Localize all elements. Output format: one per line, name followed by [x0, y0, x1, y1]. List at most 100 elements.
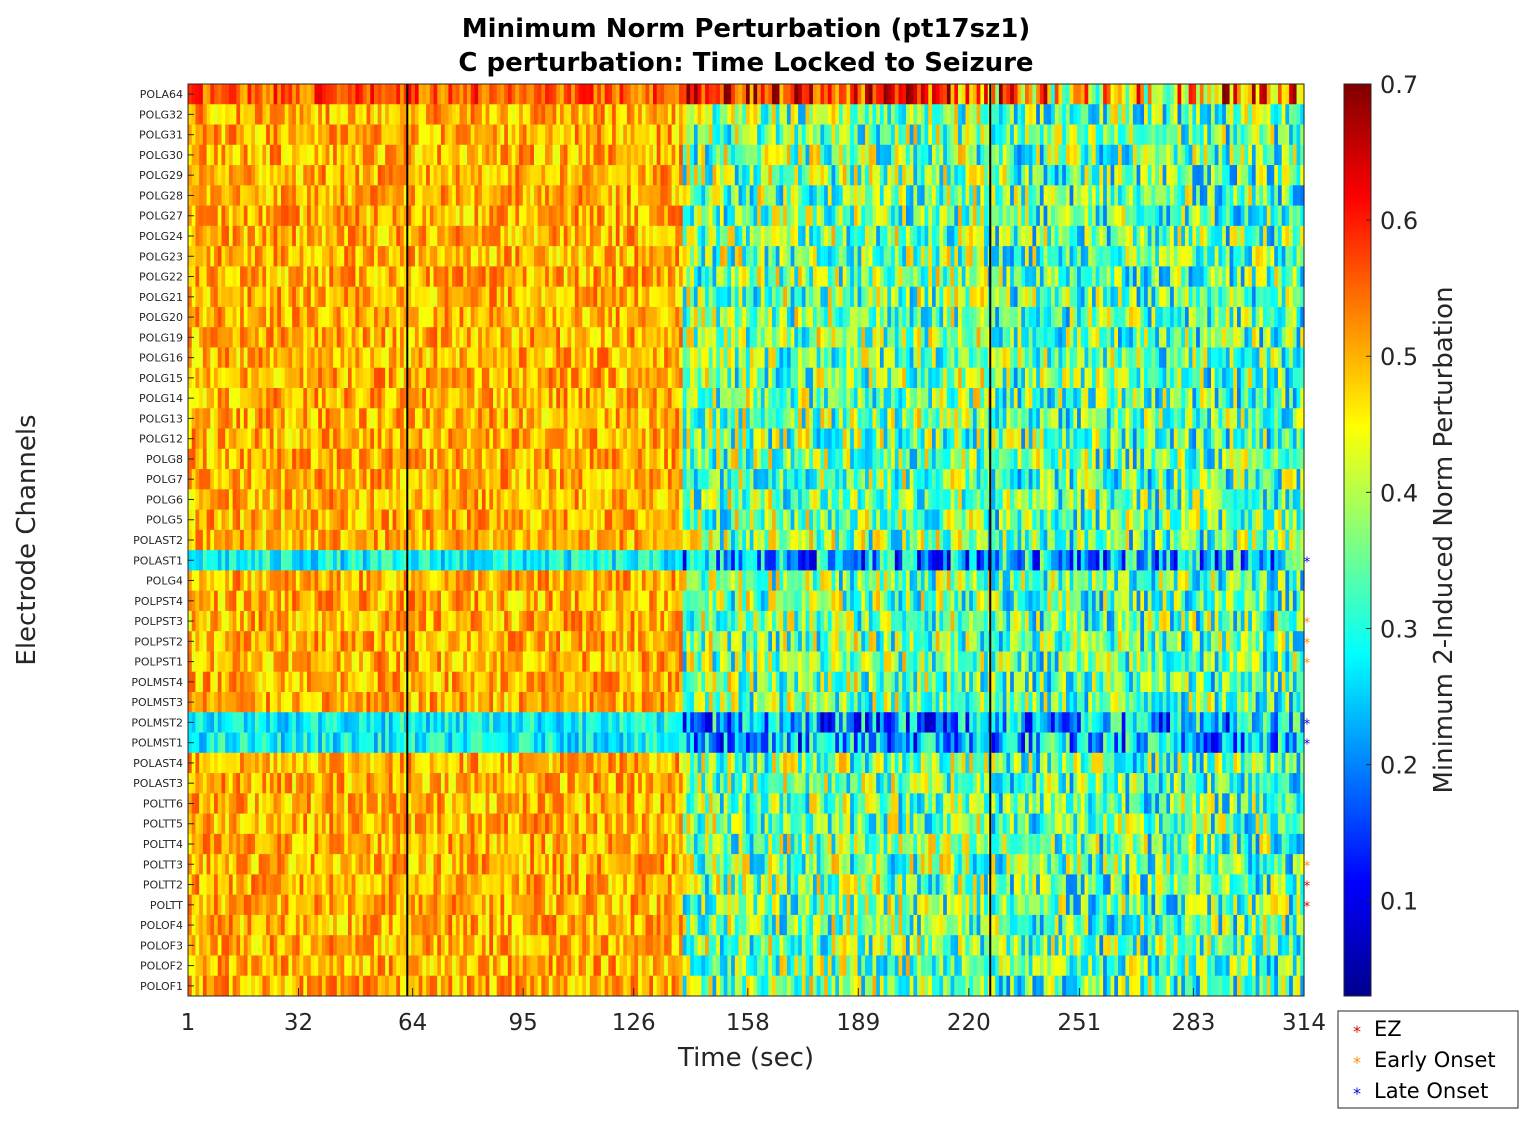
heatmap-cell [1233, 327, 1238, 348]
heatmap-cell [217, 165, 223, 186]
heatmap-cell [835, 185, 840, 207]
heatmap-cell [969, 165, 974, 186]
heatmap-cell [697, 286, 702, 308]
heatmap-cell [853, 185, 859, 207]
heatmap-cell [478, 327, 483, 348]
heatmap-cell [760, 408, 766, 430]
heatmap-cell [292, 165, 297, 186]
heatmap-cell [753, 225, 758, 247]
heatmap-cell [522, 84, 528, 105]
heatmap-cell [1277, 225, 1283, 247]
heatmap-cell [1140, 347, 1145, 369]
heatmap-cell [608, 165, 613, 186]
heatmap-cell [433, 144, 438, 166]
heatmap-cell [905, 388, 911, 409]
heatmap-cell [1229, 266, 1234, 288]
heatmap-cell [511, 225, 516, 247]
heatmap-cell [1017, 84, 1022, 105]
heatmap-cell [195, 185, 200, 207]
heatmap-cell [686, 266, 691, 288]
heatmap-cell [1199, 124, 1205, 146]
heatmap-cell [630, 367, 635, 389]
heatmap-cell [876, 367, 881, 389]
heatmap-cell [355, 388, 360, 409]
heatmap-cell [664, 124, 669, 146]
heatmap-cell [1292, 246, 1298, 267]
heatmap-cell [775, 205, 781, 227]
heatmap-cell [225, 408, 230, 430]
heatmap-cell [1106, 246, 1112, 267]
heatmap-cell [1077, 246, 1082, 267]
heatmap-cell [645, 408, 650, 430]
heatmap-cell [321, 266, 327, 288]
heatmap-cell [708, 225, 714, 247]
heatmap-cell [801, 327, 807, 348]
heatmap-cell [600, 84, 606, 105]
heatmap-cell [768, 286, 773, 308]
heatmap-cell [258, 306, 263, 328]
chart-title-line2: C perturbation: Time Locked to Seizure [458, 48, 1033, 78]
heatmap-cell [998, 367, 1004, 389]
heatmap-cell [705, 165, 710, 186]
heatmap-cell [630, 205, 635, 227]
heatmap-cell [727, 185, 732, 207]
heatmap-cell [318, 124, 323, 146]
heatmap-cell [560, 225, 565, 247]
heatmap-cell [303, 408, 308, 430]
heatmap-row-polg19 [188, 327, 1305, 348]
heatmap-cell [1125, 124, 1130, 146]
heatmap-cell [671, 306, 676, 328]
heatmap-cell [786, 286, 792, 308]
heatmap-cell [1266, 306, 1272, 328]
heatmap-cell [742, 246, 747, 267]
heatmap-cell [1039, 225, 1045, 247]
heatmap-cell [1270, 286, 1275, 308]
heatmap-cell [630, 144, 635, 166]
heatmap-cell [574, 144, 580, 166]
heatmap-cell [1054, 327, 1060, 348]
heatmap-cell [385, 124, 390, 146]
heatmap-cell [701, 246, 706, 267]
heatmap-cell [615, 367, 621, 389]
heatmap-cell [719, 165, 725, 186]
heatmap-cell [489, 367, 494, 389]
heatmap-cell [1170, 104, 1175, 126]
heatmap-cell [775, 185, 781, 207]
heatmap-cell [805, 246, 810, 267]
heatmap-cell [478, 124, 483, 146]
heatmap-cell [746, 286, 751, 308]
heatmap-cell [972, 286, 978, 308]
heatmap-cell [426, 124, 431, 146]
heatmap-cell [530, 306, 535, 328]
heatmap-cell [340, 205, 345, 227]
heatmap-cell [433, 266, 438, 288]
heatmap-cell [426, 185, 431, 207]
heatmap-cell [902, 327, 907, 348]
heatmap-cell [764, 286, 769, 308]
heatmap-cell [1173, 306, 1179, 328]
heatmap-cell [816, 388, 821, 409]
heatmap-cell [905, 347, 911, 369]
heatmap-cell [1184, 185, 1190, 207]
heatmap-cell [998, 327, 1004, 348]
heatmap-cell [292, 225, 297, 247]
heatmap-cell [1054, 388, 1060, 409]
heatmap-cell [496, 266, 502, 288]
heatmap-cell [615, 205, 621, 227]
heatmap-cell [437, 266, 442, 288]
heatmap-cell [396, 144, 401, 166]
heatmap-cell [809, 286, 814, 308]
heatmap-cell [321, 124, 327, 146]
heatmap-cell [318, 266, 323, 288]
heatmap-cell [254, 327, 260, 348]
heatmap-cell [831, 84, 836, 105]
heatmap-cell [805, 185, 810, 207]
heatmap-cell [448, 225, 453, 247]
heatmap-cell [615, 165, 621, 186]
heatmap-cell [716, 185, 721, 207]
heatmap-cell [269, 246, 275, 267]
heatmap-cell [779, 266, 784, 288]
heatmap-cell [333, 165, 338, 186]
heatmap-cell [865, 84, 870, 105]
heatmap-cell [920, 84, 926, 105]
